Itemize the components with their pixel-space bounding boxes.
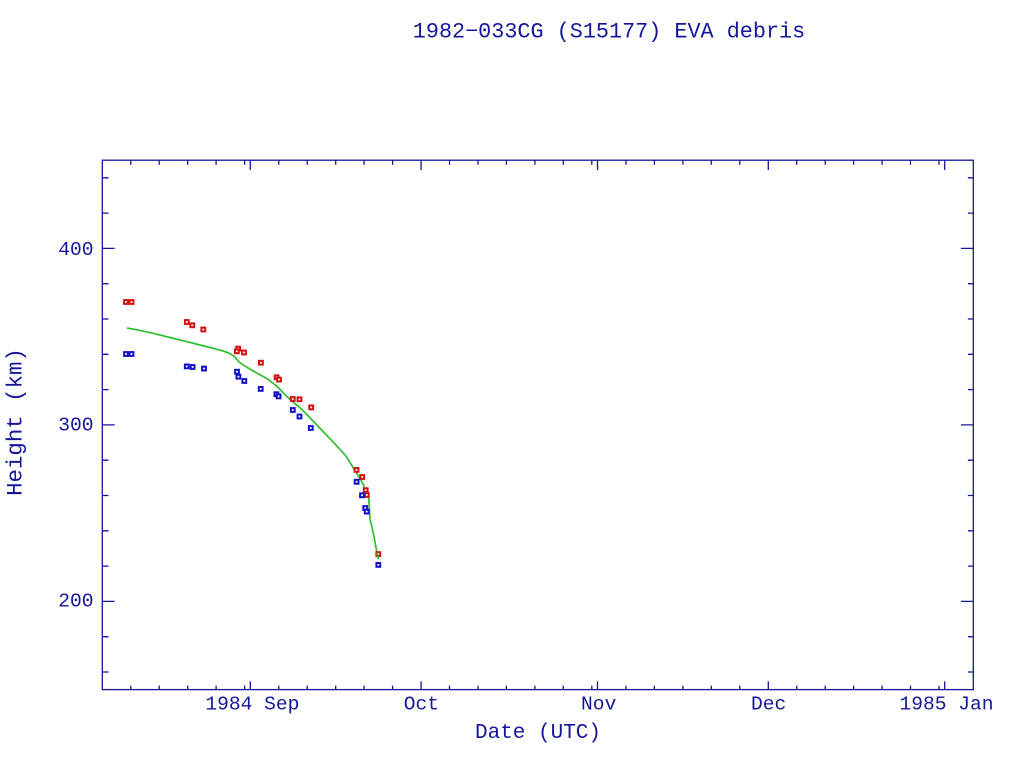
svg-text:1984 Sep: 1984 Sep — [205, 694, 299, 716]
svg-text:400: 400 — [58, 239, 93, 261]
svg-text:Height (km): Height (km) — [3, 348, 29, 496]
svg-text:Date (UTC): Date (UTC) — [475, 722, 601, 745]
svg-text:300: 300 — [58, 415, 93, 437]
svg-text:Oct: Oct — [404, 694, 439, 716]
svg-text:Nov: Nov — [581, 694, 617, 716]
svg-text:1982−033CG (S15177) EVA debris: 1982−033CG (S15177) EVA debris — [413, 20, 805, 45]
svg-text:200: 200 — [58, 591, 93, 613]
svg-text:1985 Jan: 1985 Jan — [899, 694, 993, 716]
svg-text:Dec: Dec — [751, 694, 786, 716]
